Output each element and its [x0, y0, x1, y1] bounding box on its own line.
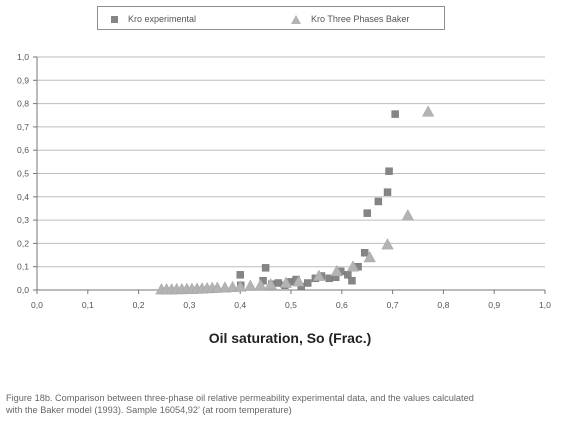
kro-experimental-point [274, 279, 282, 287]
kro-three-phases-baker-point [254, 278, 267, 291]
kro-experimental-point [391, 110, 399, 118]
ticks-layer: 0,0 0,1 0,2 0,3 0,4 0,5 0,6 0,7 0,8 0,9 1,0 0,0 0,1 0… [17, 52, 551, 310]
y-tick-label: 0,0 [17, 285, 29, 295]
triangle-marker-icon [291, 14, 301, 24]
kro-three-phases-baker-point [346, 260, 360, 272]
legend: Kro experimental Kro Three Phases Baker [97, 6, 445, 30]
grid-layer [37, 56, 545, 268]
x-tick-label: 0,2 [133, 300, 145, 310]
x-tick-label: 0,6 [336, 300, 348, 310]
y-tick-label: 0,7 [17, 122, 29, 132]
y-tick-label: 0,4 [17, 192, 29, 202]
kro-three-phases-baker-point [381, 238, 394, 250]
y-tick-label: 0,9 [17, 75, 29, 85]
kro-three-phases-baker-point [244, 279, 257, 291]
kro-three-phases-baker-point [234, 280, 247, 292]
x-tick-label: 0,5 [285, 300, 297, 310]
kro-experimental-point [374, 197, 383, 206]
legend-label-kro-three-phases-baker: Kro Three Phases Baker [311, 13, 410, 24]
kro-three-phases-baker-point [279, 276, 293, 288]
x-tick-label: 0,0 [31, 300, 43, 310]
kro-three-phases-baker-point [422, 105, 435, 117]
kro-experimental-point [261, 264, 270, 272]
kro-three-phases-baker-point [312, 269, 326, 281]
points-layer [155, 105, 435, 295]
legend-item-kro-experimental: Kro experimental [111, 13, 196, 25]
x-tick-label: 0,1 [82, 300, 94, 310]
x-tick-label: 1,0 [539, 300, 551, 310]
caption-line-1: Figure 18b. Comparison between three-pha… [6, 393, 474, 403]
kro-three-phases-baker-point [264, 277, 277, 290]
kro-three-phases-baker-point [363, 250, 376, 263]
kro-experimental-point [383, 188, 392, 196]
y-tick-label: 0,3 [17, 215, 29, 225]
x-tick-label: 0,7 [387, 300, 399, 310]
y-tick-label: 0,2 [17, 238, 29, 248]
kro-experimental-point [236, 271, 244, 279]
kro-three-phases-baker-point [292, 275, 305, 287]
caption-line-2: with the Baker model (1993). Sample 1605… [6, 405, 292, 415]
kro-experimental-point [348, 276, 356, 285]
y-tick-label: 0,8 [17, 99, 29, 109]
legend-item-kro-three-phases-baker: Kro Three Phases Baker [291, 13, 409, 25]
kro-three-phases-baker-point [211, 281, 224, 293]
x-tick-label: 0,4 [234, 300, 246, 310]
kro-three-phases-baker-point [401, 209, 414, 221]
kro-experimental-point [363, 209, 371, 217]
x-tick-label: 0,8 [437, 300, 449, 310]
y-tick-label: 0,5 [17, 169, 29, 179]
y-tick-label: 0,6 [17, 145, 29, 155]
y-tick-label: 0,1 [17, 262, 29, 272]
kro-experimental-point [385, 167, 393, 175]
x-axis-title: Oil saturation, So (Frac.) [208, 330, 372, 346]
x-tick-label: 0,9 [488, 300, 500, 310]
square-marker-icon [111, 15, 118, 23]
x-tick-label: 0,3 [183, 300, 195, 310]
kro-experimental-point [360, 249, 369, 257]
legend-label-kro-experimental: Kro experimental [128, 13, 197, 24]
y-tick-label: 1,0 [17, 52, 29, 62]
kro-three-phases-baker-point [330, 264, 343, 277]
figure-caption: Figure 18b. Comparison between three-pha… [6, 392, 572, 416]
kro-experimental-point [304, 279, 312, 287]
